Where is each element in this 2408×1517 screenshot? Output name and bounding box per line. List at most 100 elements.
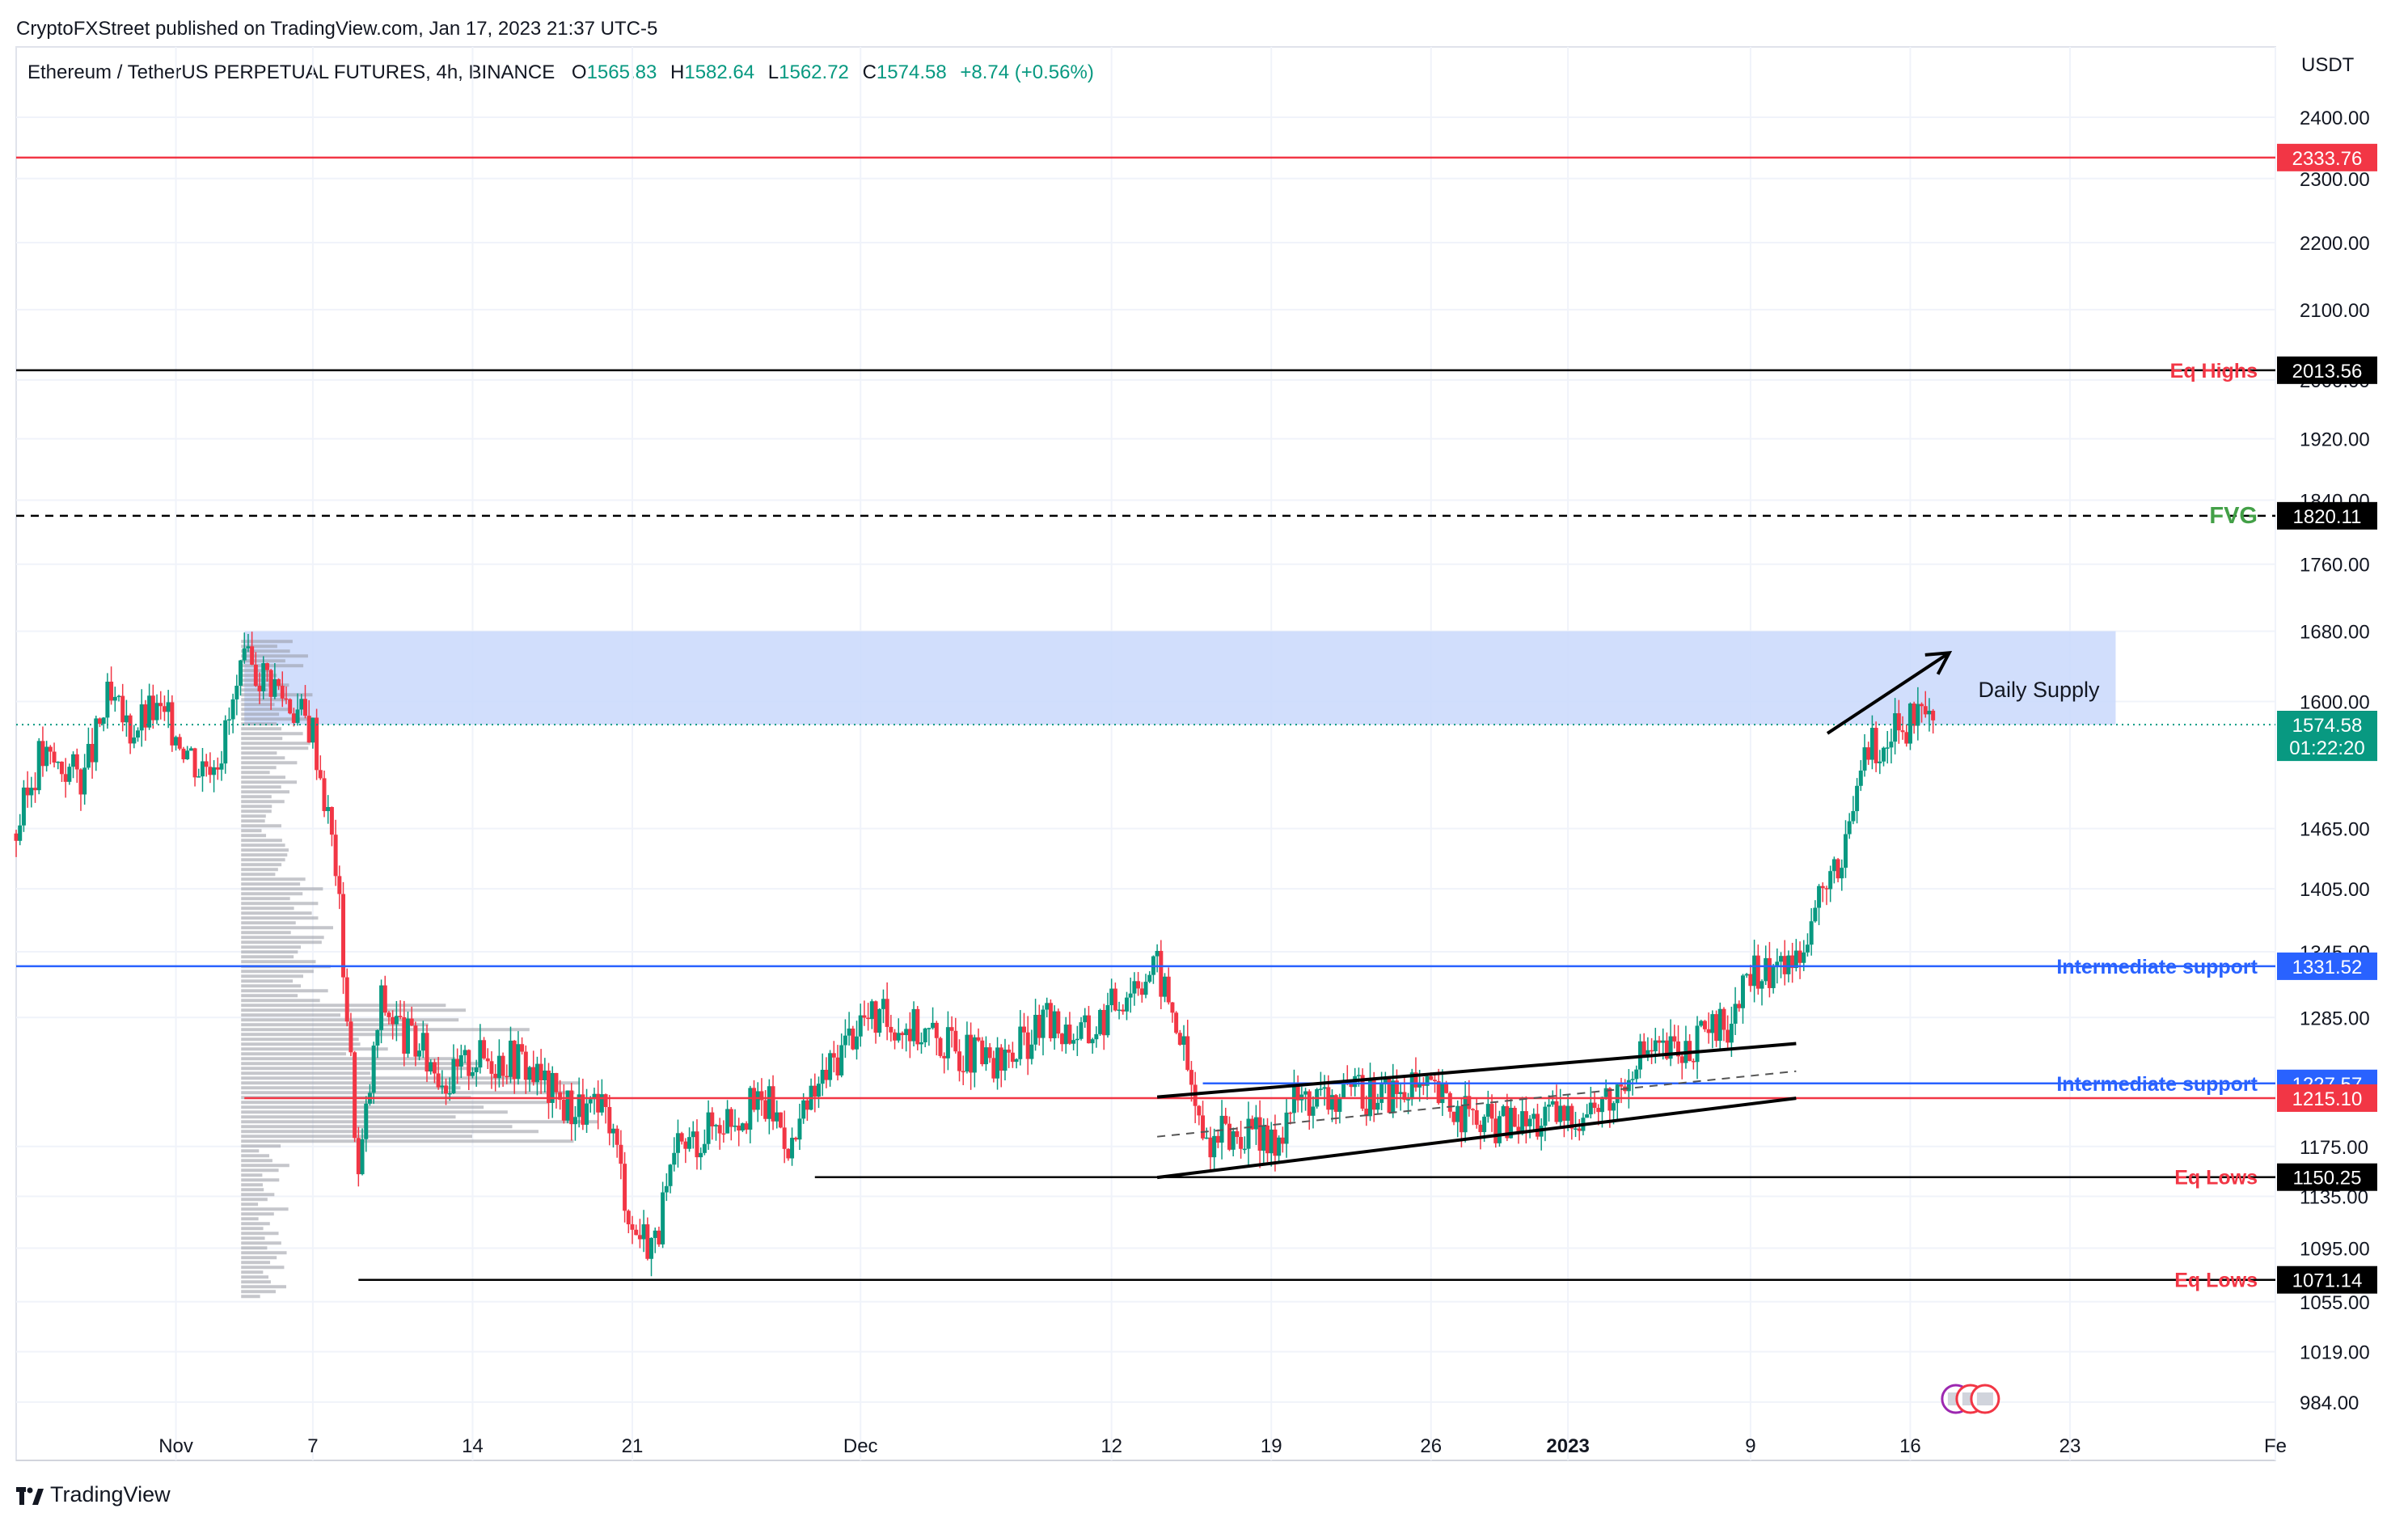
- price-axis[interactable]: 2400.002300.002200.002100.002000.001920.…: [2277, 54, 2377, 1414]
- tradingview-logo[interactable]: TradingView: [16, 1478, 171, 1511]
- candle-body: [1014, 1059, 1019, 1063]
- volume-profile-bar: [241, 863, 282, 867]
- change-value: +8.74 (+0.56%): [960, 61, 1094, 83]
- candle-body: [387, 1012, 391, 1017]
- volume-profile-bar: [241, 1275, 268, 1279]
- volume-profile-bar: [241, 1013, 341, 1017]
- candle-body: [907, 1029, 912, 1042]
- candle-body: [1843, 834, 1848, 868]
- channel-upper-line: [1156, 1042, 1797, 1099]
- candle-body: [1782, 956, 1787, 974]
- volume-profile-bar: [241, 1246, 268, 1250]
- volume-profile-bar: [241, 834, 267, 838]
- candle-body: [771, 1086, 775, 1122]
- candle-body: [965, 1034, 970, 1072]
- candle-body: [398, 1016, 403, 1018]
- volume-profile-bar: [241, 887, 323, 891]
- candle-body: [1531, 1113, 1536, 1119]
- volume-profile-bar: [241, 940, 322, 944]
- candle-body: [1717, 1008, 1722, 1042]
- candle-body: [687, 1137, 692, 1149]
- candle-body: [63, 774, 68, 782]
- candle-body: [1341, 1080, 1346, 1099]
- candle-body: [691, 1131, 695, 1138]
- volume-profile-bar: [241, 868, 278, 872]
- candle-body: [1166, 976, 1171, 1003]
- volume-profile-bar: [241, 1120, 598, 1124]
- level-label: Eq Lows: [2174, 1167, 2258, 1190]
- candle-body: [531, 1067, 536, 1083]
- candle-body: [463, 1050, 467, 1055]
- time-axis[interactable]: Nov 7 14 21 Dec 12 19 26 2023 9 16 23 Fe: [158, 1435, 2287, 1457]
- candle-body: [1409, 1072, 1414, 1100]
- candle-body: [516, 1044, 521, 1080]
- candle-body: [893, 1032, 898, 1041]
- candle-body: [1391, 1080, 1396, 1113]
- volume-profile-bar: [241, 771, 270, 775]
- candle-body: [413, 1025, 418, 1057]
- candle-body: [1585, 1114, 1590, 1118]
- volume-profile-bar: [241, 1285, 286, 1289]
- candle-body: [284, 698, 289, 700]
- level-tag-text: 1071.14: [2292, 1270, 2363, 1292]
- countdown-text: 01:22:20: [2289, 737, 2364, 759]
- volume-profile-bar: [241, 1183, 263, 1187]
- volume-profile-bar: [241, 1266, 285, 1270]
- candles: [14, 632, 1936, 1277]
- candle-body: [458, 1054, 463, 1067]
- level-label: Intermediate support: [2056, 956, 2258, 978]
- candle-body: [1124, 997, 1129, 1012]
- candle-body: [1760, 981, 1764, 989]
- candle-body: [1033, 1015, 1038, 1045]
- candle-body: [615, 1128, 619, 1145]
- candle-body: [976, 1037, 981, 1041]
- candle-body: [48, 746, 53, 752]
- candle-body: [1406, 1099, 1411, 1101]
- candle-body: [302, 699, 307, 716]
- candle-body: [1882, 747, 1886, 762]
- candle-body: [824, 1069, 829, 1080]
- level-tag-text: 1331.52: [2292, 957, 2363, 978]
- candle-body: [1565, 1105, 1570, 1121]
- candle-body: [1189, 1070, 1193, 1085]
- candle-body: [987, 1047, 992, 1059]
- volume-profile-bar: [241, 1101, 549, 1105]
- candle-body: [748, 1088, 753, 1130]
- candle-body: [1592, 1102, 1597, 1109]
- event-flags[interactable]: [1941, 1384, 2000, 1414]
- candle-body: [942, 1055, 947, 1059]
- candle-body: [710, 1112, 715, 1126]
- candle-body: [1132, 981, 1137, 994]
- candle-body: [995, 1047, 1000, 1079]
- candle-body: [136, 730, 141, 738]
- candle-body: [1447, 1092, 1452, 1112]
- candle-body: [212, 767, 217, 775]
- candle-body: [1307, 1091, 1312, 1116]
- candle-body: [961, 1071, 965, 1073]
- candle-body: [816, 1084, 821, 1097]
- candle-body: [467, 1050, 471, 1076]
- x-tick-label: 7: [307, 1435, 318, 1457]
- candle-body: [1664, 1040, 1669, 1059]
- candle-body: [124, 715, 129, 723]
- y-tick-label: 2400.00: [2300, 108, 2370, 129]
- candle-body: [1896, 713, 1901, 731]
- candle-body: [1467, 1096, 1472, 1109]
- candle-body: [1231, 1130, 1236, 1150]
- level-lines: Intermediate support Intermediate support…: [16, 156, 2275, 1292]
- candle-body: [1927, 710, 1932, 715]
- candle-body: [485, 1058, 490, 1062]
- candle-body: [391, 1016, 395, 1025]
- volume-profile-bar: [241, 1033, 410, 1037]
- candle-body: [561, 1099, 566, 1121]
- drawings: Daily Supply: [1156, 651, 2100, 1180]
- candle-body: [1550, 1101, 1555, 1105]
- candle-body: [78, 769, 83, 795]
- candle-body: [1858, 770, 1863, 786]
- candle-body: [116, 695, 121, 698]
- volume-profile-bar: [241, 1125, 513, 1129]
- candle-body: [1375, 1102, 1380, 1110]
- candle-body: [592, 1093, 597, 1100]
- candle-body: [713, 1125, 718, 1126]
